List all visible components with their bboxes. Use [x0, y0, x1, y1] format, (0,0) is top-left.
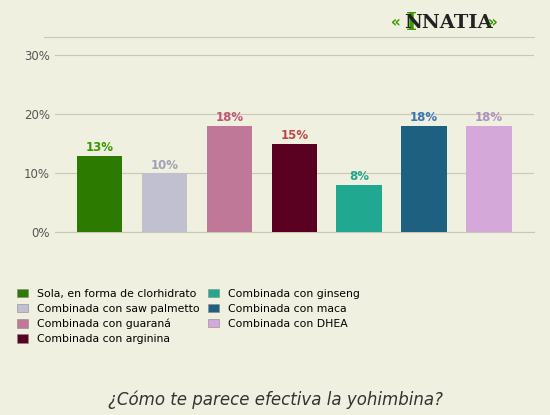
Bar [77, 156, 122, 232]
Text: 15%: 15% [280, 129, 309, 142]
Text: ¿Cómo te parece efectiva la yohimbina?: ¿Cómo te parece efectiva la yohimbina? [107, 390, 443, 409]
Bar [402, 126, 447, 232]
Text: 10%: 10% [150, 159, 178, 171]
Bar [142, 173, 187, 232]
Text: 8%: 8% [349, 170, 369, 183]
Text: »: » [487, 15, 497, 30]
Text: 18%: 18% [475, 111, 503, 124]
Text: 18%: 18% [410, 111, 438, 124]
Text: NNATIA: NNATIA [404, 14, 493, 32]
Text: I: I [406, 11, 417, 35]
Text: 18%: 18% [215, 111, 244, 124]
Text: «: « [391, 15, 401, 30]
Bar [272, 144, 317, 232]
Legend: Sola, en forma de clorhidrato, Combinada con saw palmetto, Combinada con guaraná: Sola, en forma de clorhidrato, Combinada… [18, 289, 360, 344]
Text: 13%: 13% [85, 141, 113, 154]
Bar [207, 126, 252, 232]
Bar [466, 126, 512, 232]
Bar [337, 185, 382, 232]
